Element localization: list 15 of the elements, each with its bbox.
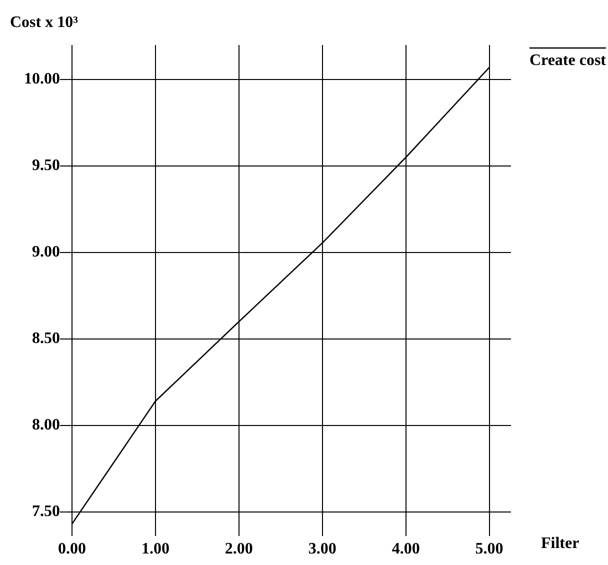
x-axis-title: Filter [541, 535, 580, 552]
x-tick-label: 3.00 [308, 540, 336, 558]
y-tick-label: 8.50 [32, 330, 60, 348]
y-tick-label: 9.00 [32, 244, 60, 261]
y-axis-title: Cost x 10³ [10, 14, 78, 31]
x-tick-label: 2.00 [224, 540, 253, 558]
legend-label: Create cost [529, 52, 607, 69]
y-tick-label: 7.50 [32, 502, 60, 520]
x-tick-label: 0.00 [58, 540, 86, 558]
x-tick-label: 1.00 [141, 540, 170, 558]
y-tick-label: 10.00 [24, 70, 60, 88]
x-tick-label: 5.00 [475, 540, 504, 558]
x-tick-label: 4.00 [392, 540, 420, 558]
y-tick-label: 8.00 [32, 416, 60, 434]
y-tick-label: 9.50 [32, 157, 60, 174]
